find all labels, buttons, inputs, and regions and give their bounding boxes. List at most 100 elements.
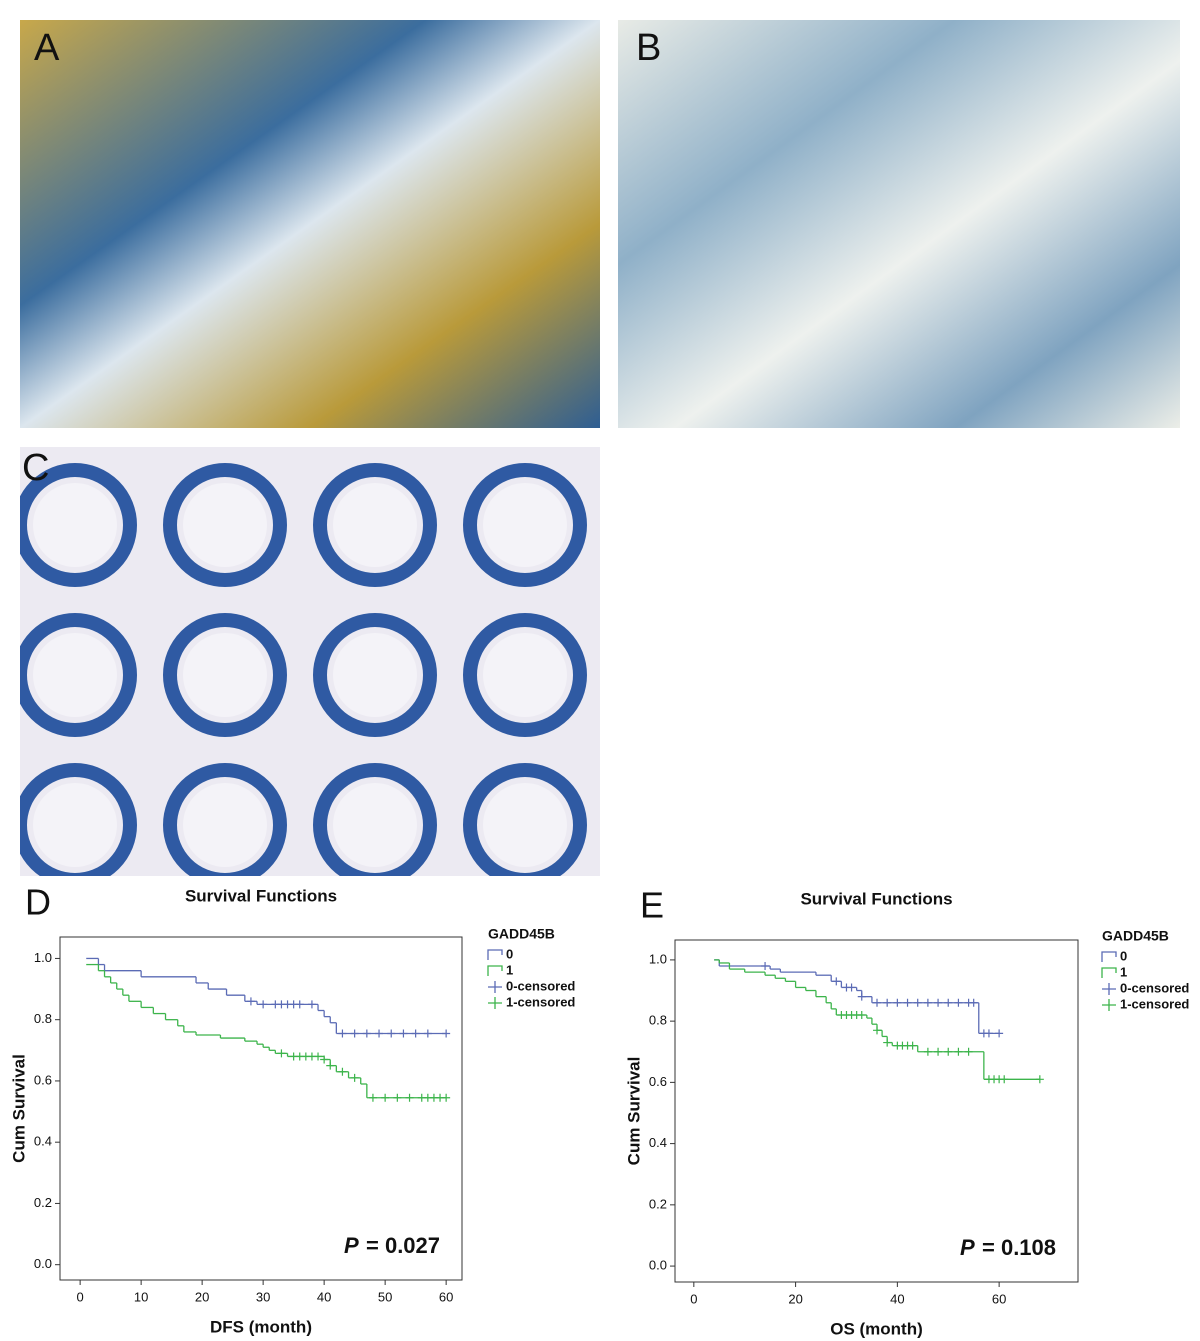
plot-frame (674, 939, 1079, 1283)
censor-mark (934, 998, 943, 1007)
panel-label: A (34, 27, 60, 69)
series (837, 1011, 1044, 1084)
censor-mark (964, 1047, 973, 1056)
x-tick-label: 30 (256, 1289, 270, 1304)
censor-mark (913, 998, 922, 1007)
censor-mark (320, 1055, 329, 1064)
censor-mark (944, 1047, 953, 1056)
censor-mark (338, 1029, 347, 1038)
legend-label: 0-censored (1120, 980, 1189, 995)
legend-swatch (1102, 983, 1116, 995)
censor-mark (903, 998, 912, 1007)
censor-mark (832, 977, 841, 986)
censor-mark (277, 1049, 286, 1058)
censor-mark (259, 1000, 268, 1009)
censor-mark (442, 1093, 451, 1102)
series (86, 963, 447, 1099)
x-axis-label: OS (month) (830, 1319, 923, 1338)
censor-mark (350, 1073, 359, 1082)
y-tick-label: 1.0 (649, 951, 667, 966)
y-tick-label: 0.8 (34, 1011, 52, 1026)
chart-title: Survival Functions (185, 886, 337, 905)
censor-mark (847, 983, 856, 992)
legend-label: 1 (506, 962, 513, 977)
censor-mark (857, 1011, 866, 1020)
p-value-symbol: P (960, 1235, 975, 1260)
micrograph (20, 20, 600, 428)
censor-mark (381, 1093, 390, 1102)
micrograph (20, 447, 600, 876)
censor-mark (873, 1026, 882, 1035)
legend-label: 1-censored (506, 994, 575, 1009)
legend-label: 0 (506, 946, 513, 961)
censor-mark (393, 1093, 402, 1102)
x-tick-label: 60 (992, 1291, 1006, 1306)
censor-mark (368, 1093, 377, 1102)
censor-mark (761, 962, 770, 971)
legend-swatch (488, 981, 502, 993)
panel-a: A (20, 20, 600, 428)
legend-label: 0-censored (506, 978, 575, 993)
y-tick-label: 0.2 (34, 1195, 52, 1210)
censor-mark (387, 1029, 396, 1038)
censor-mark (923, 998, 932, 1007)
censor-mark (969, 998, 978, 1007)
x-tick-label: 60 (439, 1289, 453, 1304)
x-tick-label: 20 (195, 1289, 209, 1304)
censor-mark (411, 1029, 420, 1038)
x-tick-label: 40 (317, 1289, 331, 1304)
legend-label: 0 (1120, 948, 1127, 963)
legend-label: 1-censored (1120, 996, 1189, 1011)
y-tick-label: 0.6 (649, 1074, 667, 1089)
censor-mark (295, 1000, 304, 1009)
censor-mark (423, 1029, 432, 1038)
legend-swatch (487, 965, 503, 976)
censor-mark (405, 1093, 414, 1102)
x-tick-label: 50 (378, 1289, 392, 1304)
y-tick-label: 0.8 (649, 1013, 667, 1028)
legend-swatch (487, 949, 503, 960)
series (714, 959, 1040, 1080)
series (86, 957, 447, 1035)
x-tick-label: 0 (77, 1289, 84, 1304)
panel-label: D (25, 882, 51, 923)
y-tick-label: 0.4 (649, 1135, 667, 1150)
legend-label: 1 (1120, 964, 1127, 979)
y-tick-label: 1.0 (34, 950, 52, 965)
x-tick-label: 0 (690, 1291, 697, 1306)
censor-mark (399, 1029, 408, 1038)
series (714, 959, 1000, 1035)
censor-mark (350, 1029, 359, 1038)
censor-mark (923, 1047, 932, 1056)
y-tick-label: 0.0 (34, 1256, 52, 1271)
censor-mark (375, 1029, 384, 1038)
y-tick-label: 0.4 (34, 1134, 52, 1149)
panel-label: B (636, 27, 661, 69)
y-tick-label: 0.2 (649, 1196, 667, 1211)
p-value: = 0.027 (366, 1233, 440, 1258)
censor-mark (314, 1052, 323, 1061)
panel-c: C (20, 447, 600, 876)
y-axis-label: Cum Survival (9, 1054, 28, 1163)
censor-mark (954, 1047, 963, 1056)
censor-mark (893, 998, 902, 1007)
censor-mark (1000, 1075, 1009, 1084)
censor-mark (995, 1029, 1004, 1038)
plot-frame (59, 936, 463, 1281)
censor-mark (1035, 1075, 1044, 1084)
censor-mark (944, 998, 953, 1007)
legend-swatch (488, 997, 502, 1009)
panel-label: E (640, 885, 664, 926)
x-tick-label: 10 (134, 1289, 148, 1304)
legend-swatch (1102, 999, 1116, 1011)
panel-label: C (22, 447, 49, 489)
legend-swatch (1101, 951, 1117, 962)
censor-mark (984, 1029, 993, 1038)
p-value: = 0.108 (982, 1235, 1056, 1260)
series (277, 1049, 451, 1102)
p-value-symbol: P (344, 1233, 359, 1258)
censor-mark (873, 998, 882, 1007)
panel-b: B (618, 20, 1180, 428)
legend-title: GADD45B (1102, 928, 1169, 944)
chart: D Survival Functions DFS (month) Cum Surviv… (9, 882, 575, 1337)
